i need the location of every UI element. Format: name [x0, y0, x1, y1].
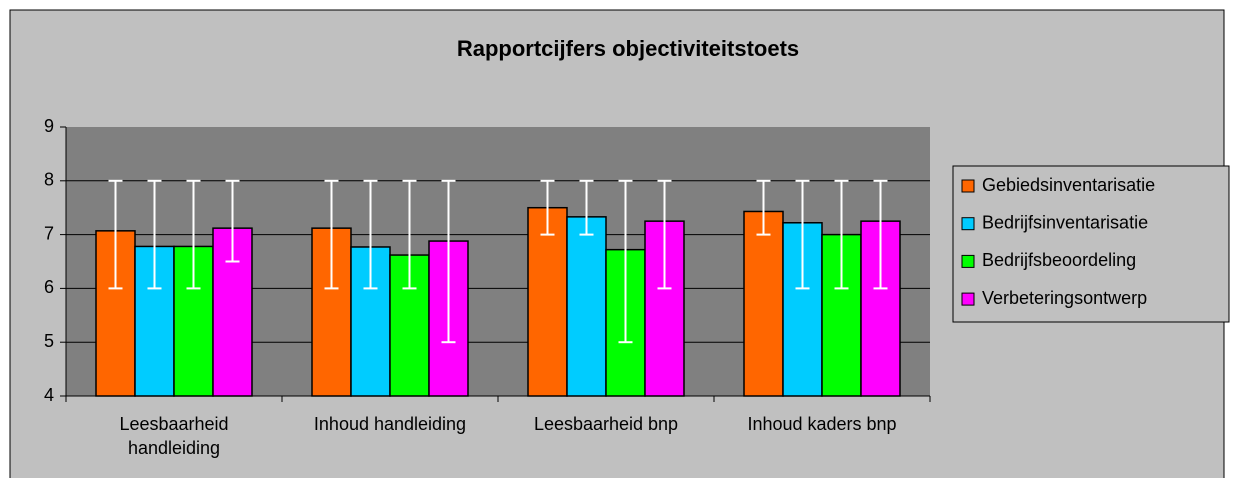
y-tick-label: 6	[44, 277, 54, 297]
legend-swatch	[961, 292, 975, 306]
error-bar	[834, 179, 849, 290]
legend-label: Gebiedsinventarisatie	[982, 175, 1155, 195]
x-tick-label: Leesbaarheid bnp	[533, 414, 679, 434]
error-bar	[618, 179, 633, 344]
error-bar	[324, 179, 339, 290]
legend-label: Bedrijfsbeoordeling	[982, 250, 1136, 270]
x-tick-label: Inhoud kaders bnp	[747, 414, 897, 434]
error-bar	[657, 179, 672, 290]
legend-swatch	[961, 217, 975, 231]
y-tick-label: 5	[44, 331, 54, 351]
x-tick-label: Leesbaarheid handleiding	[119, 414, 229, 458]
error-bar	[579, 179, 594, 236]
legend-label: Bedrijfsinventarisatie	[982, 212, 1148, 232]
error-bar	[873, 179, 888, 290]
chart-title: Rapportcijfers objectiviteitstoets	[457, 36, 799, 61]
y-tick-label: 7	[44, 223, 54, 243]
y-tick-label: 4	[44, 385, 54, 405]
legend-swatch	[961, 179, 975, 193]
error-bar	[795, 179, 810, 290]
error-bar	[108, 179, 123, 290]
legend	[952, 165, 1230, 323]
x-tick-label: Inhoud handleiding	[313, 414, 467, 434]
error-bar	[363, 179, 378, 290]
error-bar	[186, 179, 201, 290]
error-bar	[225, 179, 240, 263]
bar	[566, 216, 607, 397]
error-bar	[147, 179, 162, 290]
y-tick-label: 9	[44, 116, 54, 136]
error-bar	[756, 179, 771, 236]
error-bar	[402, 179, 417, 290]
error-bar	[540, 179, 555, 236]
error-bar	[441, 179, 456, 344]
legend-label: Verbeteringsontwerp	[982, 288, 1147, 308]
legend-swatch	[961, 254, 975, 268]
bar	[743, 210, 784, 397]
y-tick-label: 8	[44, 170, 54, 190]
bar	[527, 206, 568, 397]
